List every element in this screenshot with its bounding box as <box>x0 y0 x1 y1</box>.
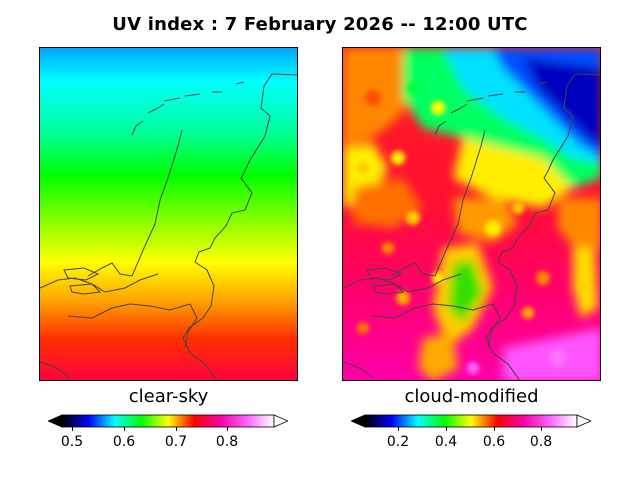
colorbar-min-extend <box>349 414 366 428</box>
colorbar-tick-mark <box>494 427 495 431</box>
clear-sky-field <box>40 48 297 380</box>
colorbar-tick-mark <box>72 427 73 431</box>
colorbar-tick-label: 0.6 <box>482 434 506 450</box>
country-outline <box>343 73 600 380</box>
figure-title: UV index : 7 February 2026 -- 12:00 UTC <box>112 14 528 35</box>
colorbar-tick-mark <box>446 427 447 431</box>
colorbar-body <box>364 414 578 428</box>
wadden-islands <box>434 81 548 136</box>
country-outline <box>40 73 297 380</box>
wadden-islands <box>131 81 245 136</box>
colorbar-tick-label: 0.2 <box>386 434 410 450</box>
colorbar-max-extend <box>273 414 290 428</box>
colorbar-tick-mark <box>227 427 228 431</box>
clear-sky-colorbar <box>46 412 290 430</box>
colorbar-tick-label: 0.8 <box>529 434 553 450</box>
cloud-field-patches <box>343 48 600 380</box>
colorbar-max-extend <box>576 414 593 428</box>
colorbar-tick-label: 0.6 <box>112 434 136 450</box>
colorbar-tick-mark <box>124 427 125 431</box>
cloud-field-speckles <box>357 82 588 374</box>
clear-sky-map <box>39 47 298 381</box>
colorbar-tick-label: 0.4 <box>434 434 458 450</box>
colorbar-min-extend <box>46 414 63 428</box>
cloud-modified-label: cloud-modified <box>404 386 539 407</box>
colorbar-tick-mark <box>541 427 542 431</box>
colorbar-tick-label: 0.5 <box>60 434 84 450</box>
clear-sky-label: clear-sky <box>128 386 209 407</box>
colorbar-body <box>61 414 275 428</box>
zeeland-outline <box>63 267 102 295</box>
colorbar-tick-label: 0.7 <box>164 434 188 450</box>
colorbar-tick-mark <box>176 427 177 431</box>
colorbar-tick-label: 0.8 <box>215 434 239 450</box>
cloud-modified-colorbar <box>349 412 593 430</box>
zeeland-outline <box>366 267 405 295</box>
cloud-modified-map <box>342 47 601 381</box>
colorbar-tick-mark <box>398 427 399 431</box>
